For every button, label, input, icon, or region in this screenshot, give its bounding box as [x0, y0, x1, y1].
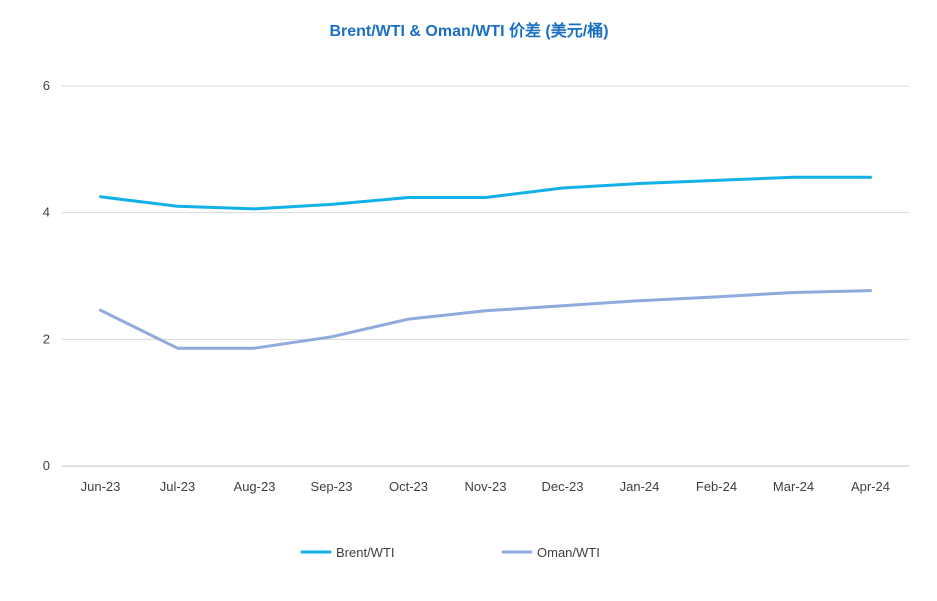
x-tick-label: Jul-23 [160, 479, 195, 494]
y-tick-label: 0 [43, 458, 50, 473]
data-point [715, 179, 717, 181]
x-tick-label: Oct-23 [389, 479, 428, 494]
data-point [715, 296, 717, 298]
data-point [638, 182, 640, 184]
y-tick-label: 4 [43, 205, 50, 220]
data-point [330, 336, 332, 338]
data-point [176, 347, 178, 349]
data-point [869, 289, 871, 291]
legend-label: Brent/WTI [336, 545, 395, 560]
data-point [253, 347, 255, 349]
y-axis-ticks: 0 2 4 6 [43, 78, 50, 473]
x-tick-label: Jan-24 [620, 479, 660, 494]
data-point [792, 176, 794, 178]
data-point [792, 291, 794, 293]
x-tick-label: Nov-23 [465, 479, 507, 494]
data-point [869, 176, 871, 178]
x-tick-label: Sep-23 [311, 479, 353, 494]
data-point [407, 196, 409, 198]
x-axis-ticks: Jun-23 Jul-23 Aug-23 Sep-23 Oct-23 Nov-23 Dec-… [81, 479, 890, 494]
data-point [561, 187, 563, 189]
x-tick-label: Dec-23 [542, 479, 584, 494]
data-point [561, 305, 563, 307]
gridlines [62, 85, 909, 467]
series-line-brent-wti [99, 175, 872, 211]
series-line-oman-wti [99, 289, 872, 350]
data-point [99, 309, 101, 311]
x-tick-label: Apr-24 [851, 479, 890, 494]
data-point [407, 318, 409, 320]
y-tick-label: 2 [43, 331, 50, 346]
y-tick-label: 6 [43, 78, 50, 93]
x-tick-label: Jun-23 [81, 479, 121, 494]
data-point [638, 300, 640, 302]
x-tick-label: Mar-24 [773, 479, 814, 494]
legend: Brent/WTI Oman/WTI [300, 545, 600, 560]
data-point [176, 205, 178, 207]
chart-title: Brent/WTI & Oman/WTI 价差 (美元/桶) [329, 21, 608, 40]
data-point [484, 310, 486, 312]
series-lines [99, 175, 872, 350]
data-point [99, 196, 101, 198]
data-point [330, 203, 332, 205]
x-tick-label: Aug-23 [234, 479, 276, 494]
data-point [484, 196, 486, 198]
x-tick-label: Feb-24 [696, 479, 737, 494]
data-point [253, 208, 255, 210]
legend-label: Oman/WTI [537, 545, 600, 560]
